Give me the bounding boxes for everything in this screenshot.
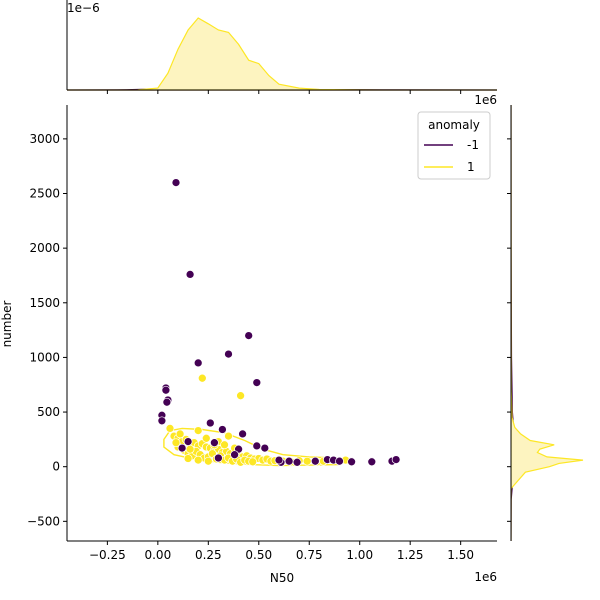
- point-anomaly: [335, 456, 344, 466]
- point-anomaly: [252, 378, 262, 387]
- scatter-points: [157, 178, 401, 467]
- x-axis-offset-label: 1e6: [474, 570, 497, 584]
- y-tick-label: 500: [37, 405, 60, 419]
- right-marginal-kde: [511, 105, 584, 541]
- y-tick-label: 0: [52, 460, 60, 474]
- point-anomaly: [244, 331, 254, 340]
- y-tick-label: 1500: [29, 296, 60, 310]
- top-marginal-ticks: [106, 90, 462, 94]
- x-tick-label: 0.25: [195, 548, 222, 562]
- point-anomaly: [193, 358, 203, 368]
- right-marginal-offset-label: 1e6: [474, 93, 497, 107]
- point-normal: [183, 454, 193, 463]
- top-marginal-offset-label: 1e−6: [67, 1, 100, 15]
- point-anomaly: [347, 457, 356, 467]
- point-normal: [302, 456, 312, 466]
- legend: anomaly -1 1: [417, 111, 491, 180]
- point-anomaly: [177, 443, 187, 453]
- x-axis-label: N50: [270, 571, 294, 585]
- point-normal: [165, 424, 175, 433]
- point-normal: [175, 429, 185, 439]
- x-tick-label: 1.50: [447, 548, 474, 562]
- point-normal: [185, 444, 195, 454]
- point-normal: [193, 455, 203, 465]
- y-tick-label: 3000: [29, 132, 60, 146]
- point-normal: [236, 391, 245, 401]
- point-anomaly: [292, 457, 302, 467]
- point-normal: [171, 438, 181, 448]
- y-tick-label: 2500: [29, 187, 60, 201]
- point-normal: [197, 373, 207, 383]
- point-normal: [248, 457, 258, 467]
- point-anomaly: [157, 416, 167, 426]
- point-anomaly: [230, 450, 239, 460]
- point-anomaly: [310, 456, 320, 466]
- right-kde-normal: [511, 105, 584, 541]
- x-tick-label: 0.75: [296, 548, 323, 562]
- point-anomaly: [367, 457, 377, 467]
- point-anomaly: [224, 349, 233, 359]
- point-anomaly: [185, 270, 195, 279]
- x-tick-label: 0.00: [144, 548, 171, 562]
- x-tick-label: 1.25: [397, 548, 424, 562]
- x-tick-label: −0.25: [89, 548, 126, 562]
- point-anomaly: [171, 178, 181, 187]
- point-normal: [201, 433, 211, 443]
- point-anomaly: [274, 455, 284, 465]
- point-anomaly: [238, 429, 247, 439]
- legend-label-pos1: 1: [467, 160, 475, 174]
- y-tick-label: 2000: [29, 241, 60, 255]
- y-axis-label: number: [0, 301, 14, 348]
- point-anomaly: [218, 425, 227, 434]
- legend-label-neg1: -1: [467, 138, 479, 152]
- point-anomaly: [162, 397, 172, 407]
- point-anomaly: [210, 438, 219, 448]
- x-tick-label: 1.00: [346, 548, 373, 562]
- point-anomaly: [284, 456, 294, 466]
- legend-title: anomaly: [428, 118, 480, 132]
- x-tick-label: 0.50: [245, 548, 272, 562]
- y-axis-ticks: −500 0 500 1000 1500 2000 2500 3000: [27, 132, 67, 528]
- point-anomaly: [260, 443, 270, 453]
- point-anomaly: [252, 441, 262, 451]
- point-normal: [220, 440, 229, 450]
- point-anomaly: [391, 455, 401, 464]
- point-normal: [224, 431, 233, 441]
- legend-box: [417, 111, 491, 180]
- point-anomaly: [161, 385, 171, 395]
- x-axis-ticks: −0.25 0.00 0.25 0.50 0.75 1.00 1.25 1.50: [89, 541, 474, 562]
- point-anomaly: [205, 418, 215, 428]
- top-kde-normal: [67, 17, 497, 91]
- point-normal: [203, 456, 213, 466]
- y-tick-label: −500: [27, 514, 60, 528]
- top-marginal-kde: [67, 17, 497, 91]
- point-anomaly: [214, 453, 223, 463]
- right-marginal-ticks: [507, 138, 511, 522]
- point-anomaly: [183, 437, 193, 446]
- point-normal: [193, 426, 203, 435]
- y-tick-label: 1000: [29, 350, 60, 364]
